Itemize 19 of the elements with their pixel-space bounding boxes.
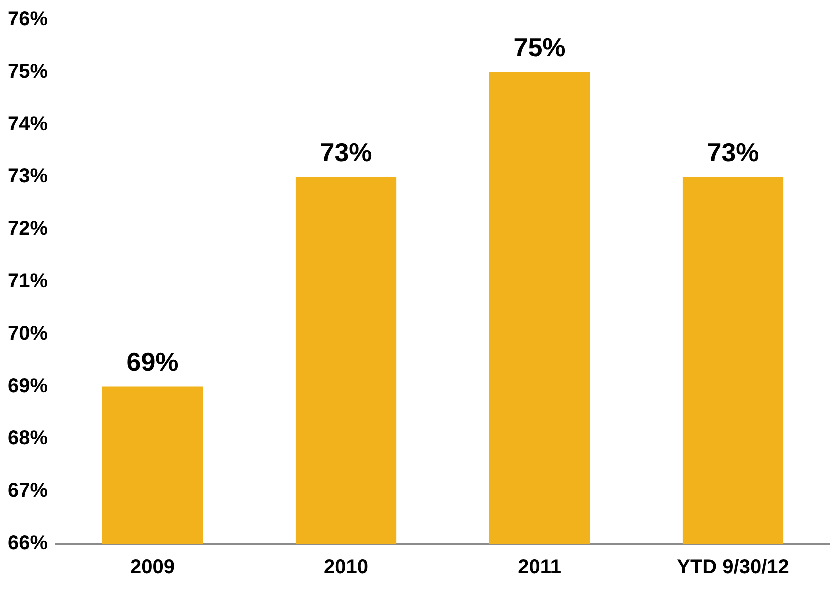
y-tick-label: 68% xyxy=(8,428,48,450)
y-tick-label: 72% xyxy=(8,218,48,240)
y-tick-label: 74% xyxy=(8,113,48,136)
y-tick-label: 67% xyxy=(8,480,48,502)
y-tick-label: 76% xyxy=(8,8,48,31)
y-tick-label: 66% xyxy=(8,532,48,555)
y-tick-label: 69% xyxy=(8,375,48,398)
data-label: 75% xyxy=(514,32,566,63)
y-tick-label: 70% xyxy=(8,322,48,345)
x-tick-label: YTD 9/30/12 xyxy=(677,556,790,579)
data-label: 69% xyxy=(126,346,179,377)
x-tick-label: 2010 xyxy=(324,556,369,579)
data-label: 73% xyxy=(320,137,372,168)
y-tick-label: 75% xyxy=(8,60,48,83)
y-tick-label: 71% xyxy=(8,270,48,293)
y-tick-label: 73% xyxy=(8,166,48,188)
x-tick-label: 2009 xyxy=(130,556,176,579)
data-label: 73% xyxy=(707,137,760,168)
x-tick-label: 2011 xyxy=(518,556,562,579)
